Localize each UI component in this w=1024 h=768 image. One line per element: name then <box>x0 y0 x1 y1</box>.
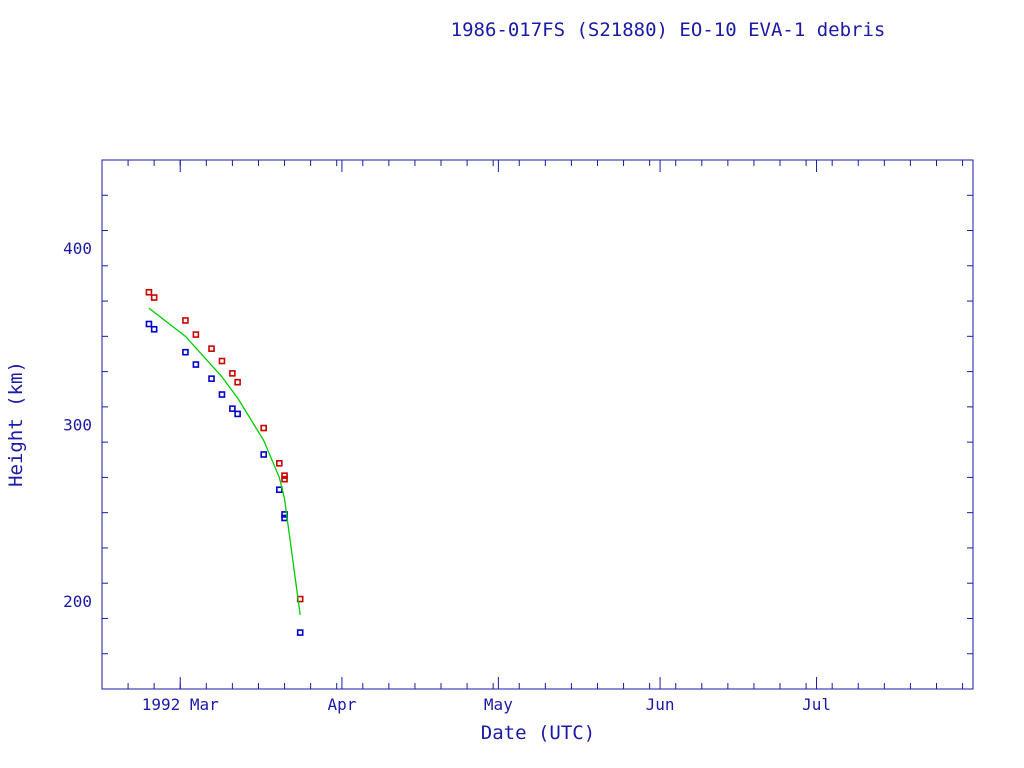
perigee-point <box>145 320 153 328</box>
apogee-point <box>260 424 267 432</box>
perigee-point <box>150 325 158 333</box>
apogee-point <box>234 378 241 386</box>
perigee-point <box>229 405 236 412</box>
perigee-point <box>192 361 200 368</box>
apogee-point <box>281 472 288 479</box>
plot-area <box>145 288 304 636</box>
y-tick-label: 300 <box>63 416 92 435</box>
y-tick-label: 200 <box>63 592 92 611</box>
y-tick-label: 400 <box>63 239 92 258</box>
x-axis: 1992 Mar Apr May Jun Jul <box>127 160 964 714</box>
perigee-point <box>208 375 215 382</box>
plot-frame <box>101 159 974 690</box>
perigee-point <box>182 348 189 356</box>
apogee-point <box>192 331 200 338</box>
perigee-point <box>276 486 283 494</box>
x-tick-label: 1992 Mar <box>142 695 219 714</box>
chart-title: 1986-017FS (S21880) EO-10 EVA-1 debris <box>451 19 886 41</box>
x-tick-label: Jun <box>646 695 675 714</box>
x-tick-label: May <box>484 695 513 714</box>
y-axis: 200 300 400 <box>63 194 973 655</box>
mean-height-line <box>148 307 301 615</box>
apogee-point <box>218 357 226 365</box>
x-tick-label: Jul <box>802 695 831 714</box>
apogee-point <box>182 317 189 324</box>
apogee-point <box>208 345 215 352</box>
perigee-point <box>218 391 226 398</box>
apogee-point <box>145 288 153 296</box>
x-tick-label: Apr <box>327 695 356 714</box>
perigee-point <box>234 410 241 418</box>
apogee-point <box>281 475 288 483</box>
perigee-point <box>296 629 304 636</box>
apogee-point <box>150 294 158 301</box>
apogee-point <box>276 459 283 467</box>
apogee-point <box>229 370 236 377</box>
x-axis-label: Date (UTC) <box>481 722 595 744</box>
y-axis-label: Height (km) <box>5 361 27 487</box>
perigee-point <box>260 451 267 458</box>
